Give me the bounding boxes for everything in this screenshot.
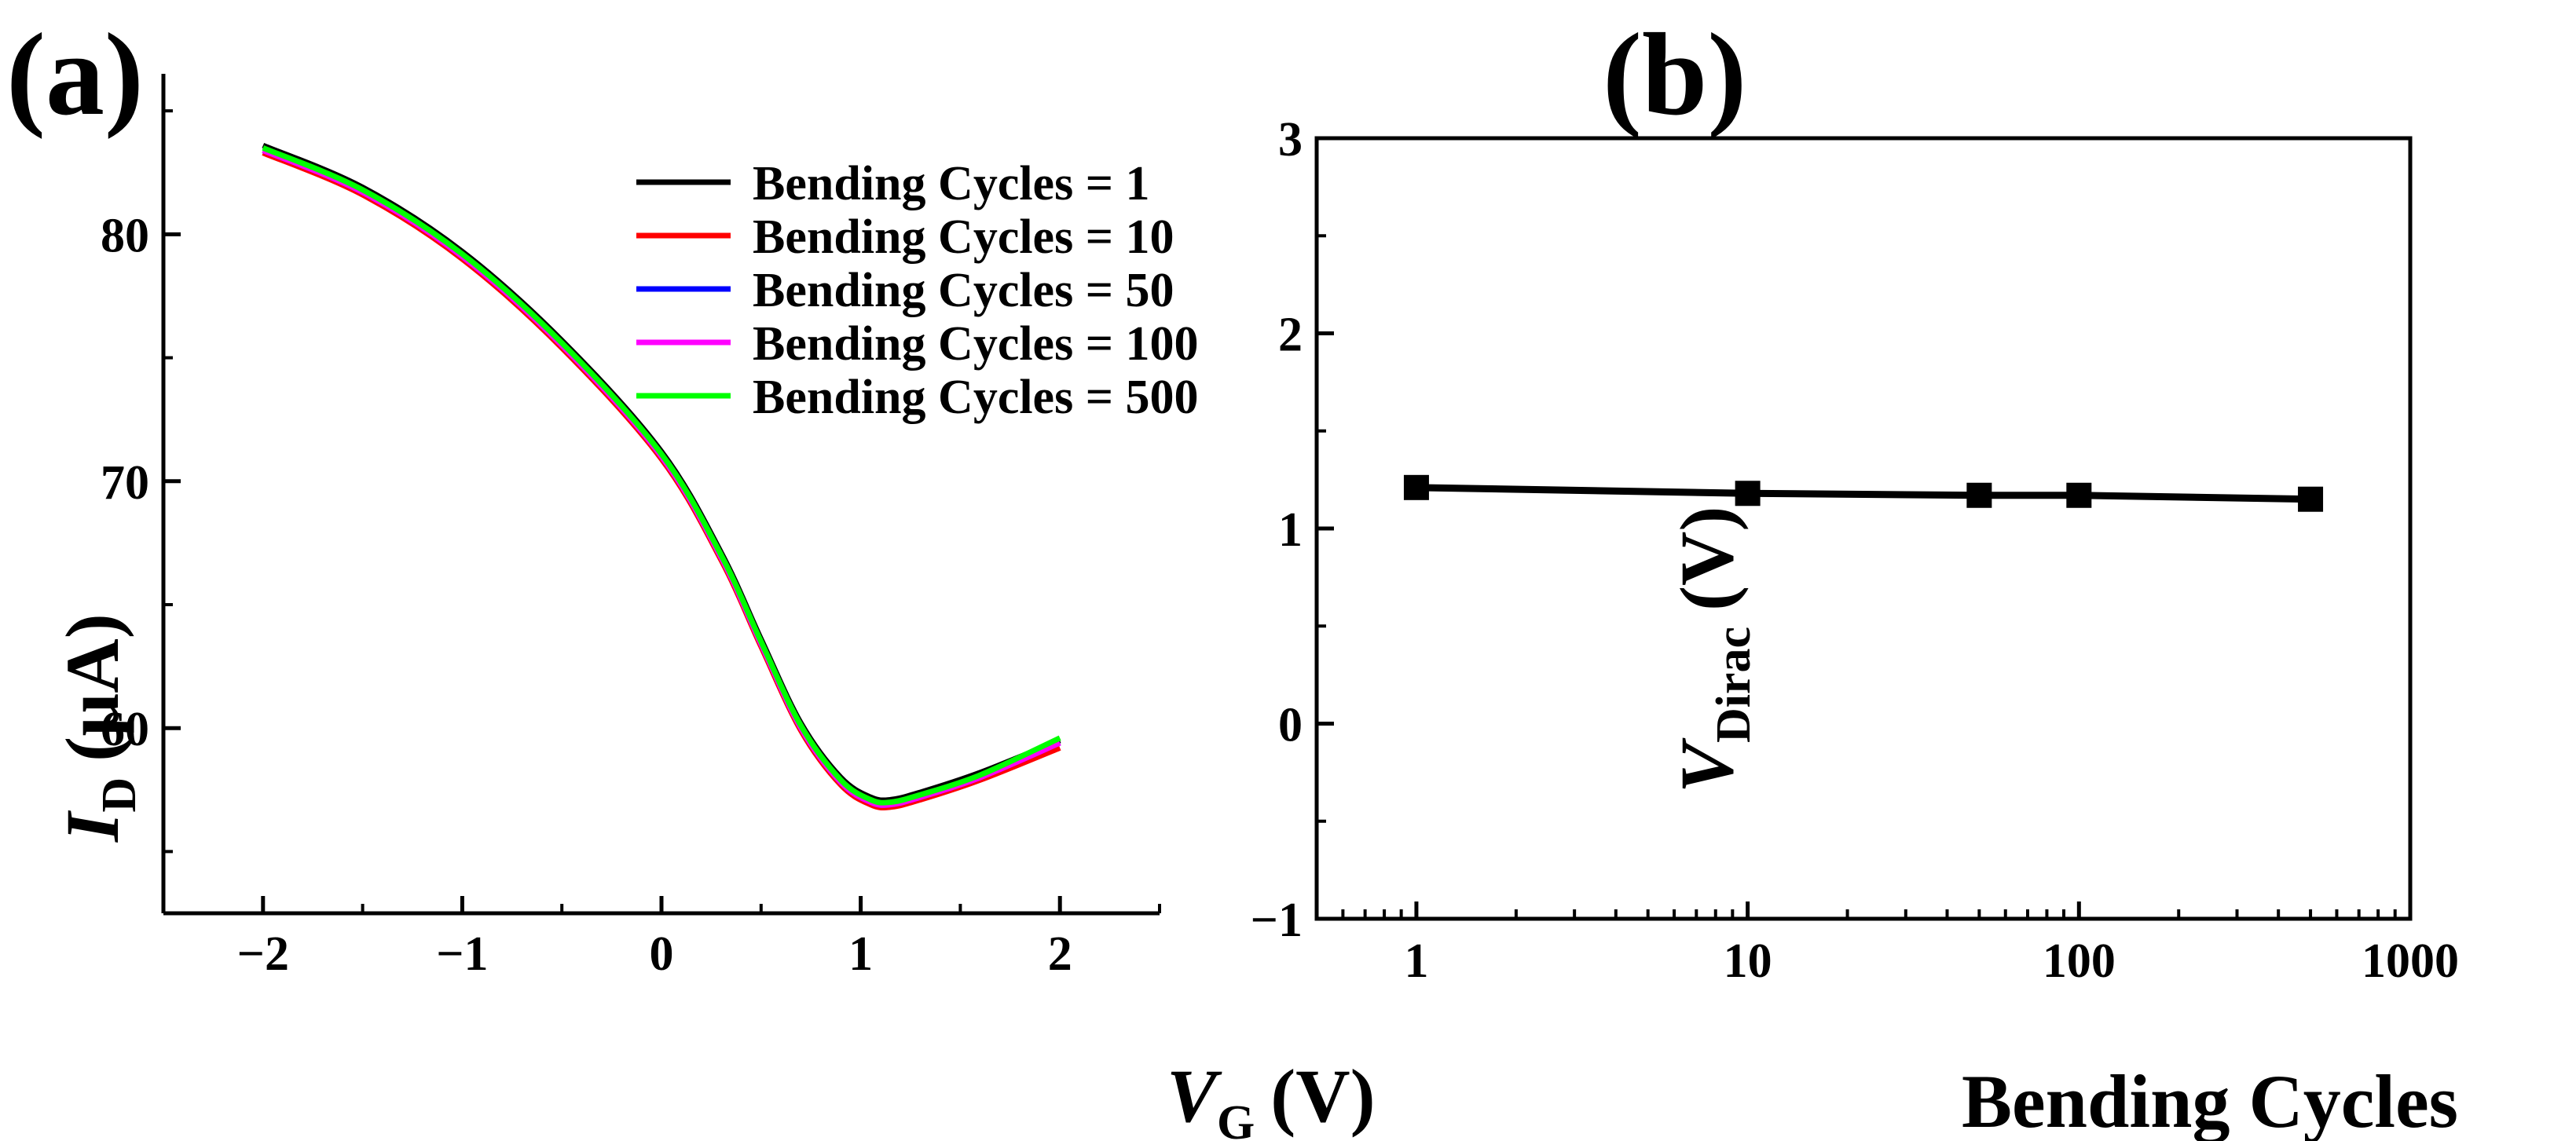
panel-a-legend-label-4: Bending Cycles = 100 <box>753 317 1199 371</box>
panel-b-data-point-5 <box>2298 486 2324 512</box>
panel-a-y-title-unit: (µA) <box>50 613 134 762</box>
panel-b-data-point-3 <box>1966 482 1992 508</box>
panel-a-label: (a) <box>6 9 144 140</box>
svg-text:VDirac(V): VDirac (V) <box>1665 507 1761 793</box>
panel-b-y-tick-label: 1 <box>1278 503 1303 557</box>
panel-a-y-axis-title: ID (µA) <box>50 613 146 843</box>
panel-b-y-title-unit: (V) <box>1665 507 1749 611</box>
panel-a-plot-area: −2 −1 0 1 2 60 70 80 <box>101 74 1161 981</box>
panel-b-y-tick-label: 2 <box>1278 309 1303 362</box>
panel-a-y-title-sub: D <box>93 777 146 813</box>
panel-b-y-title-main: V <box>1665 737 1749 793</box>
panel-a-x-title-main: V <box>1167 1054 1222 1138</box>
panel-b: (b) 1 10 100 1000 −1 0 1 2 3 VDirac (V) Bending C… <box>1251 9 2459 1141</box>
panel-a-x-tick-label: 1 <box>848 927 873 981</box>
panel-b-series-line <box>1416 484 2311 503</box>
panel-a-legend-label-1: Bending Cycles = 1 <box>753 157 1150 210</box>
panel-a-x-tick-label: −2 <box>237 927 289 981</box>
panel-b-y-tick-label: −1 <box>1251 894 1303 947</box>
panel-b-frame <box>1314 136 2413 921</box>
panel-a-x-tick-label: −1 <box>436 927 488 981</box>
panel-b-label: (b) <box>1603 9 1746 140</box>
panel-b-y-title-sub: Dirac <box>1707 627 1761 743</box>
panel-b-x-axis-title: Bending Cycles <box>1962 1059 2458 1141</box>
panel-b-x-tick-label: 1000 <box>2362 934 2459 988</box>
panel-a-y-tick-label: 80 <box>101 209 149 262</box>
panel-a-x-tick-label: 0 <box>650 927 674 981</box>
panel-a-x-title-unit: (V) <box>1270 1054 1375 1138</box>
panel-b-x-tick-label: 10 <box>1724 934 1772 988</box>
panel-a-x-tick-label: 2 <box>1048 927 1072 981</box>
svg-text:ID(µA): ID (µA) <box>50 613 146 843</box>
panel-b-plot-area: 1 10 100 1000 −1 0 1 2 3 <box>1251 113 2459 988</box>
panel-b-x-tick-label: 100 <box>2043 934 2116 988</box>
panel-b-data-point-2 <box>1735 481 1761 507</box>
panel-a-x-title-sub: G <box>1217 1096 1255 1141</box>
panel-a-series-line-5 <box>262 145 1061 806</box>
panel-b-data-point-4 <box>2066 482 2092 508</box>
panel-a-legend-label-2: Bending Cycles = 10 <box>753 210 1174 264</box>
panel-a-legend-label-5: Bending Cycles = 500 <box>753 371 1199 424</box>
panel-a-y-title-main: I <box>50 810 134 843</box>
panel-a-legend-label-3: Bending Cycles = 50 <box>753 264 1174 317</box>
panel-b-y-tick-label: 0 <box>1278 699 1303 752</box>
panel-a-x-axis-title: VG (V) <box>1167 1054 1376 1141</box>
panel-b-data-point-1 <box>1403 474 1429 500</box>
panel-b-x-tick-label: 1 <box>1404 934 1428 988</box>
panel-b-y-axis-title: VDirac (V) <box>1665 507 1761 793</box>
panel-b-y-tick-label: 3 <box>1278 113 1303 166</box>
panel-a-y-tick-label: 60 <box>101 703 149 756</box>
panel-a-y-tick-label: 70 <box>101 456 149 510</box>
